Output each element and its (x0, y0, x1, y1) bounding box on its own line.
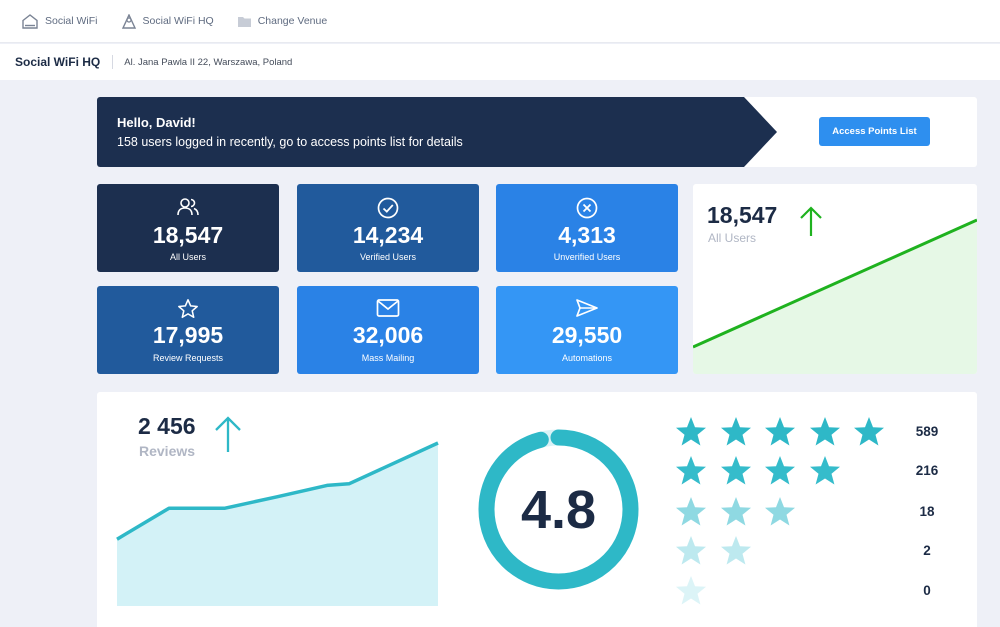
star-icon (765, 456, 795, 485)
nav-item-venue[interactable]: Social WiFi HQ (121, 13, 214, 29)
home-icon (22, 13, 38, 29)
rating-row-2-stars (675, 535, 905, 567)
star-icon (676, 576, 706, 605)
send-icon (576, 299, 598, 317)
rating-row-4-stars (675, 455, 905, 487)
rating-gauge-arc (478, 429, 639, 590)
star-icon (720, 497, 751, 526)
users-trend-area (693, 220, 977, 374)
rating-count: 0 (923, 583, 931, 598)
reviews-line (116, 441, 439, 541)
stat-value: 4,313 (558, 222, 616, 248)
arrow-up-icon (215, 416, 241, 452)
rating-count: 2 (923, 543, 931, 558)
folder-icon (237, 16, 251, 27)
rating-gauge: 4.8 (477, 428, 640, 591)
stat-value: 17,995 (152, 322, 224, 348)
nav-item-label: Change Venue (257, 15, 328, 27)
stat-tile-all-users[interactable]: 18,547 All Users (97, 184, 279, 272)
stat-value: 18,547 (152, 222, 224, 248)
stat-value: 14,234 (352, 222, 424, 248)
stat-label: Automations (561, 353, 613, 363)
reviews-value: 2 456 (138, 413, 196, 439)
star-icon (720, 456, 751, 485)
stat-value: 29,550 (551, 322, 623, 348)
star-icon (676, 417, 706, 446)
star-icon (720, 417, 751, 446)
star-icon (676, 456, 706, 485)
top-nav: Social WiFi Social WiFi HQ Change Venue (0, 0, 1000, 43)
stat-label: Verified Users (359, 252, 417, 262)
reviews-label: Reviews (139, 443, 196, 459)
reviews-area (117, 443, 438, 606)
stat-tile-unverified-users[interactable]: 4,313 Unverified Users (496, 184, 678, 272)
check-circle-icon (377, 197, 399, 219)
venue-title: Social WiFi HQ (15, 55, 114, 69)
rating-count: 216 (915, 463, 939, 478)
welcome-subtitle: 158 users logged in recently, go to acce… (117, 135, 463, 149)
star-icon (765, 497, 795, 526)
rating-value: 4.8 (520, 479, 597, 540)
rating-row-5-stars (675, 416, 905, 448)
star-icon (720, 536, 751, 565)
nav-item-change-venue[interactable]: Change Venue (237, 15, 328, 27)
star-icon (809, 417, 840, 446)
users-trend-chart (693, 206, 977, 374)
stat-label: Review Requests (152, 353, 224, 363)
users-trend-line (693, 218, 977, 349)
nav-item-label: Social WiFi HQ (142, 15, 214, 27)
welcome-banner: Hello, David! 158 users logged in recent… (97, 97, 977, 167)
users-icon (177, 198, 199, 216)
stat-tile-mass-mailing[interactable]: 32,006 Mass Mailing (297, 286, 479, 374)
arrow-up-icon (800, 206, 822, 236)
star-outline-icon (178, 299, 198, 319)
x-circle-icon (576, 197, 598, 219)
reviews-card: 2 456 Reviews 4.8 589 216 18 2 0 (97, 392, 977, 627)
welcome-title: Hello, David! (117, 115, 196, 130)
welcome-banner-arrow (97, 97, 777, 167)
venue-icon (121, 13, 136, 29)
stat-label: Mass Mailing (361, 353, 415, 363)
stat-tile-automations[interactable]: 29,550 Automations (496, 286, 678, 374)
nav-item-label: Social WiFi (45, 15, 98, 27)
mail-icon (376, 299, 400, 317)
rating-row-1-stars (675, 575, 905, 607)
rating-row-3-stars (675, 496, 905, 528)
star-icon (676, 536, 706, 565)
reviews-chart (116, 416, 439, 606)
users-trend-card: 18,547 All Users (693, 184, 977, 374)
stat-tile-review-requests[interactable]: 17,995 Review Requests (97, 286, 279, 374)
stat-label: All Users (169, 252, 206, 262)
stat-tile-verified-users[interactable]: 14,234 Verified Users (297, 184, 479, 272)
rating-count: 18 (919, 504, 935, 519)
stat-value: 32,006 (352, 322, 424, 348)
star-icon (809, 456, 840, 485)
access-points-list-button[interactable]: Access Points List (819, 117, 930, 146)
users-trend-label: All Users (708, 231, 757, 245)
star-icon (854, 417, 884, 446)
users-trend-value: 18,547 (707, 202, 778, 228)
venue-address: Al. Jana Pawla II 22, Warszawa, Poland (124, 56, 293, 68)
nav-item-social-wifi[interactable]: Social WiFi (22, 13, 98, 29)
stat-label: Unverified Users (553, 252, 621, 262)
star-icon (676, 497, 706, 526)
rating-count: 589 (915, 424, 939, 439)
venue-bar: Social WiFi HQ Al. Jana Pawla II 22, War… (0, 44, 1000, 80)
star-icon (765, 417, 795, 446)
